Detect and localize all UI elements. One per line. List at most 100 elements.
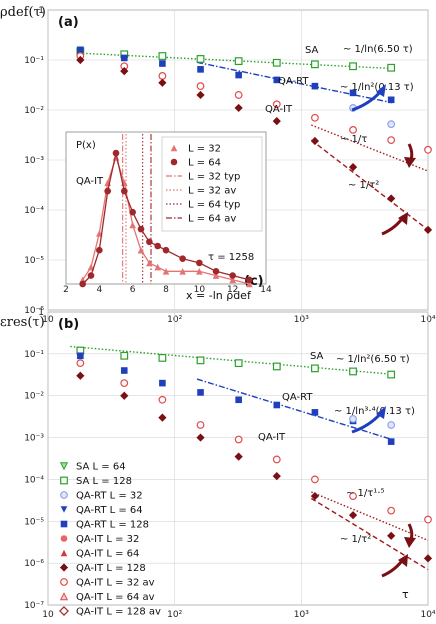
panel-a-data-point bbox=[159, 60, 166, 67]
inset-c-xtick-label: 8 bbox=[163, 285, 169, 295]
panel-b-fit-line bbox=[70, 345, 390, 375]
inset-c-xtick-label: 14 bbox=[260, 285, 272, 295]
panel-b-annotation: ~ 1/τ¹·⁵ bbox=[346, 488, 385, 499]
panel-b-legend-entry: SA L = 128 bbox=[76, 476, 132, 487]
inset-c-data-point bbox=[104, 187, 111, 195]
panel-b-legend-marker bbox=[60, 549, 68, 557]
panel-b-legend-entry: QA-RT L = 128 bbox=[76, 520, 149, 531]
panel-a-data-point bbox=[234, 103, 243, 113]
panel-b-legend-entry: QA-IT L = 32 av bbox=[76, 578, 155, 589]
panel-b-ytick-label: 10⁻² bbox=[24, 392, 44, 402]
panel-a-data-point bbox=[158, 52, 167, 60]
panel-b-xtick-label: 10³ bbox=[294, 610, 309, 620]
inset-c-data-point bbox=[246, 280, 253, 288]
inset-c-data-point bbox=[229, 276, 236, 284]
panel-a-data-point bbox=[311, 113, 319, 122]
panel-a-ytick-label: 10⁻³ bbox=[24, 156, 44, 166]
panel-b-data-point bbox=[120, 391, 129, 400]
panel-a-ytick-label: 1 bbox=[38, 6, 44, 16]
panel-a-annotation: ~ 1/τ bbox=[340, 134, 367, 145]
panel-b-legend-marker bbox=[60, 520, 68, 528]
panel-a-annotation: ~ 1/ln²(0.13 τ) bbox=[340, 82, 414, 93]
arrow-qa-rt-a-head bbox=[376, 84, 386, 97]
panel-a-data-point bbox=[311, 60, 319, 69]
inset-c-xtick-label: 2 bbox=[63, 285, 69, 295]
panel-a-data-point bbox=[387, 96, 395, 104]
panel-a-data-point bbox=[349, 125, 357, 134]
panel-a-fit-line bbox=[196, 61, 393, 104]
panel-b-data-point bbox=[196, 421, 205, 429]
inset-c-data-point bbox=[112, 149, 120, 157]
panel-a-data-point bbox=[158, 78, 167, 87]
panel-a-data-point bbox=[272, 100, 281, 109]
panel-b-legend-entry: QA-IT L = 128 av bbox=[76, 607, 161, 618]
panel-a-fit-line bbox=[86, 52, 390, 70]
inset-c-data-point bbox=[162, 268, 170, 275]
panel-a-annotation: ~ 1/τ² bbox=[348, 180, 379, 191]
panel-b-xtick-label: 10² bbox=[167, 610, 182, 620]
panel-b-legend-entry: QA-IT L = 64 bbox=[76, 549, 139, 560]
panel-b-legend-marker bbox=[60, 535, 68, 542]
panel-a-data-point bbox=[77, 46, 84, 54]
panel-a-data-point bbox=[348, 163, 358, 172]
panel-b-data-point bbox=[235, 396, 242, 404]
inset-c-data-point bbox=[129, 221, 136, 229]
panel-b-data-point bbox=[349, 492, 357, 500]
panel-b-ytick-label: 10⁻⁵ bbox=[24, 517, 44, 527]
panel-b-ytick-label: 10⁻⁶ bbox=[24, 559, 44, 569]
inset-c-data-point bbox=[179, 268, 186, 275]
panel-a-ylabel: ρdef(τ) bbox=[0, 5, 46, 20]
panel-a-data-point bbox=[234, 91, 243, 99]
panel-b-data-point bbox=[196, 433, 205, 442]
panel-b-data-point bbox=[77, 352, 84, 360]
inset-c-data-point bbox=[196, 259, 203, 267]
inset-c-data-point bbox=[79, 280, 86, 288]
panel-b-annotation: SA bbox=[310, 351, 324, 362]
panel-a-data-point bbox=[387, 194, 396, 203]
panel-a-annotation: QA-RT bbox=[278, 76, 309, 87]
panel-a-data-point bbox=[272, 116, 281, 126]
panel-b-data-point bbox=[120, 351, 129, 360]
panel-b-legend-marker bbox=[59, 563, 69, 572]
panel-b-data-point bbox=[76, 359, 85, 368]
panel-a-data-point bbox=[197, 66, 204, 73]
panel-b-fit-line bbox=[310, 497, 429, 571]
panel-a-data-point bbox=[196, 82, 205, 91]
inset-c-annotation-tau: τ = 1258 bbox=[208, 252, 254, 263]
inset-c-data-point bbox=[154, 242, 161, 250]
arrow-it-up-a-head bbox=[398, 212, 408, 225]
panel-b-annotation: ~ 1/ln²(6.50 τ) bbox=[336, 354, 410, 365]
inset-c-legend-entry: L = 64 typ bbox=[188, 200, 240, 211]
inset-c-xtick-label: 4 bbox=[96, 285, 102, 295]
panel-b-legend-marker bbox=[59, 462, 69, 471]
inset-c-legend-entry: L = 64 bbox=[188, 158, 221, 169]
panel-b-xlabel: τ bbox=[402, 588, 409, 601]
panel-b-ytick-label: 10⁻¹ bbox=[24, 350, 44, 360]
inset-c-annotation-qa-it: QA-IT bbox=[76, 176, 104, 187]
panel-b-data-point bbox=[76, 371, 85, 380]
panel-a-tag: (a) bbox=[58, 15, 79, 30]
arrow-qa-rt-b-head bbox=[376, 406, 386, 419]
panel-b-legend-marker bbox=[59, 606, 69, 616]
panel-b-annotation: QA-RT bbox=[282, 392, 313, 403]
panel-b-data-point bbox=[423, 554, 433, 563]
panel-b-data-point bbox=[387, 506, 396, 515]
panel-b-legend-marker bbox=[60, 476, 68, 485]
inset-c-xtick-label: 10 bbox=[194, 285, 206, 295]
panel-a-data-point bbox=[272, 58, 281, 67]
panel-a-data-point bbox=[235, 71, 242, 79]
inset-c-data-point bbox=[137, 246, 145, 254]
arrow-it-down-a-head bbox=[404, 157, 416, 168]
panel-b-data-point bbox=[272, 455, 281, 464]
panel-b-legend-marker bbox=[60, 491, 68, 499]
panel-b-data-point bbox=[158, 354, 167, 362]
panel-a-data-point bbox=[423, 225, 433, 234]
inset-c-legend-entry: L = 32 bbox=[188, 144, 221, 155]
panel-b-data-point bbox=[272, 472, 281, 481]
panel-b-legend-entry: QA-IT L = 128 bbox=[76, 563, 146, 574]
panel-b-data-point bbox=[387, 531, 396, 540]
inset-c-xtick-label: 6 bbox=[130, 285, 136, 295]
panel-b-data-point bbox=[387, 421, 396, 429]
panel-a-ytick-label: 10⁻² bbox=[24, 106, 44, 116]
panel-b-ytick-label: 1 bbox=[38, 308, 44, 318]
